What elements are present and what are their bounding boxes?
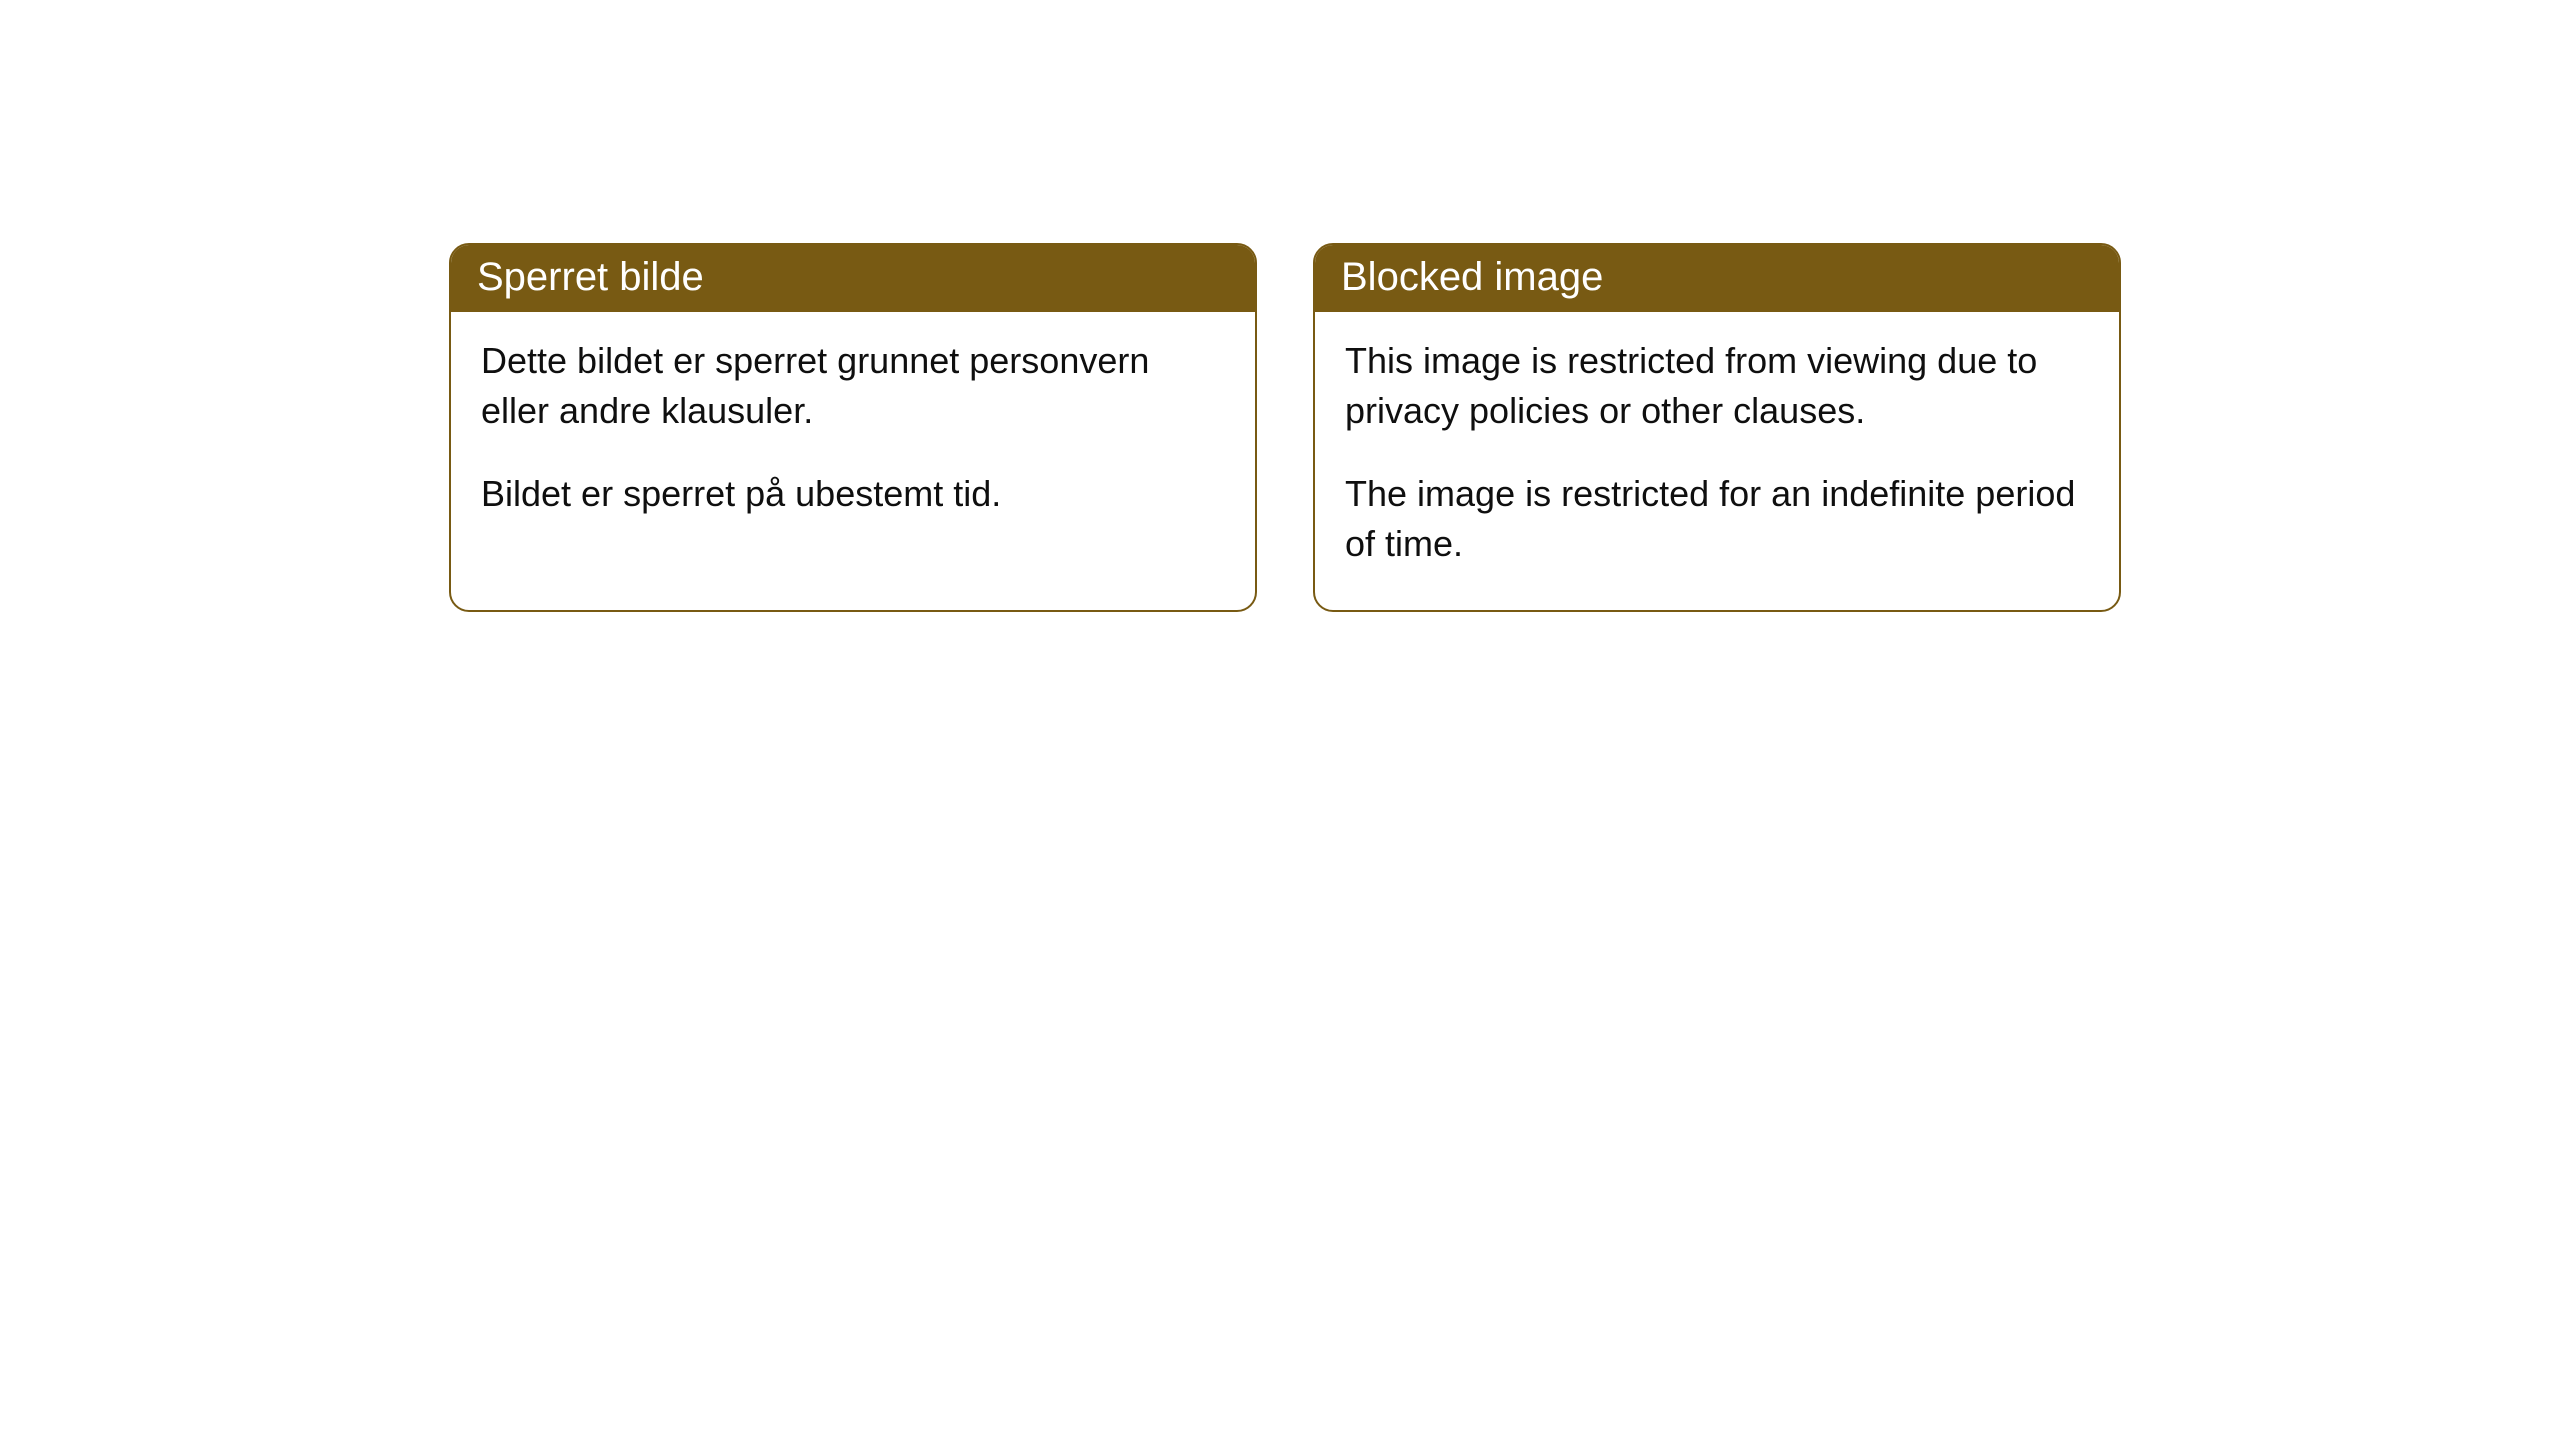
- card-title: Blocked image: [1341, 255, 1603, 299]
- card-paragraph: Bildet er sperret på ubestemt tid.: [481, 469, 1225, 519]
- card-header: Blocked image: [1315, 245, 2119, 312]
- card-header: Sperret bilde: [451, 245, 1255, 312]
- blocked-image-card-norwegian: Sperret bilde Dette bildet er sperret gr…: [449, 243, 1257, 612]
- card-paragraph: This image is restricted from viewing du…: [1345, 336, 2089, 437]
- card-title: Sperret bilde: [477, 255, 704, 299]
- card-body: This image is restricted from viewing du…: [1315, 312, 2119, 610]
- blocked-image-card-english: Blocked image This image is restricted f…: [1313, 243, 2121, 612]
- cards-container: Sperret bilde Dette bildet er sperret gr…: [449, 243, 2121, 612]
- card-paragraph: The image is restricted for an indefinit…: [1345, 469, 2089, 570]
- card-body: Dette bildet er sperret grunnet personve…: [451, 312, 1255, 559]
- card-paragraph: Dette bildet er sperret grunnet personve…: [481, 336, 1225, 437]
